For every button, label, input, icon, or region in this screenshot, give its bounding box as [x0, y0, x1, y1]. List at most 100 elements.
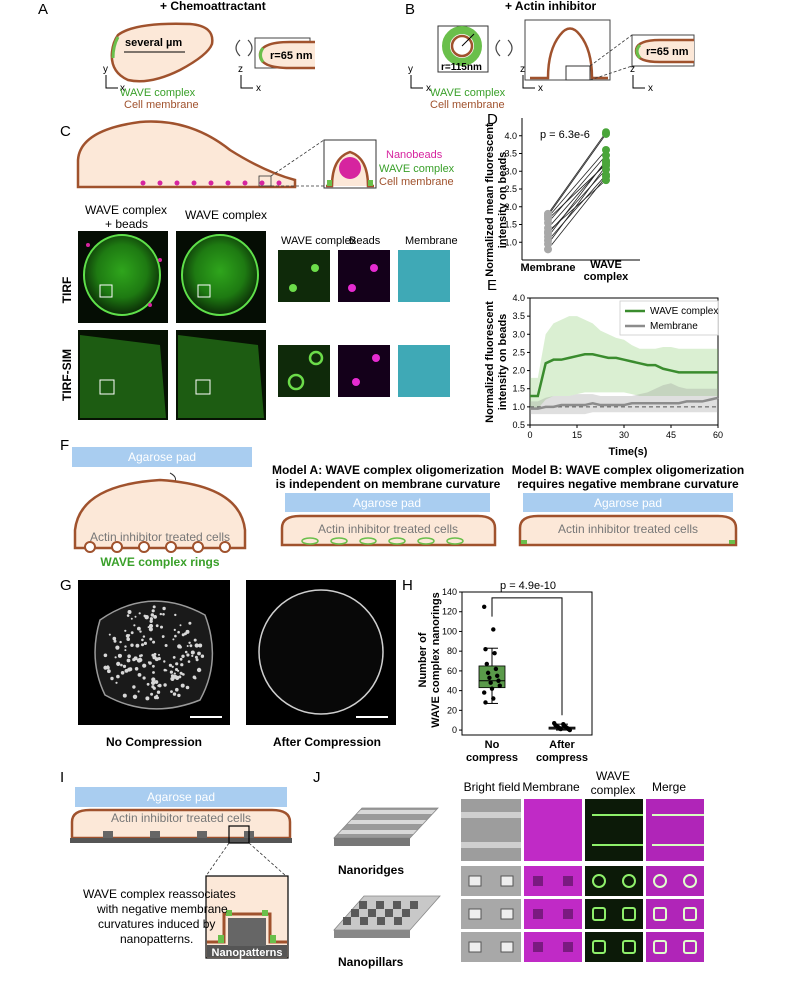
e-xtick-label: 60	[713, 430, 723, 440]
i-zoom-pillar	[228, 918, 266, 946]
nanoring-dot	[124, 649, 127, 652]
f-cell-flat-b	[518, 514, 738, 547]
nanoring-dot	[172, 692, 177, 696]
nanoring-dot	[142, 663, 147, 668]
f-agarose-pad-1	[72, 447, 252, 467]
nanoring-dot	[175, 687, 179, 692]
nanoring-dot	[194, 643, 199, 648]
nanopillar	[394, 917, 402, 925]
nanoring-dot	[158, 653, 160, 656]
nanoring-dot	[127, 610, 132, 614]
nanoring-dot	[175, 662, 179, 666]
b-axis-arrows-2	[522, 75, 535, 89]
flat-ring	[388, 537, 406, 545]
nanoring-dot	[192, 651, 195, 654]
nanoring-dot	[153, 615, 158, 619]
nanopillar	[343, 917, 351, 925]
nanoring-dot	[103, 665, 108, 670]
spot	[289, 284, 297, 292]
nanoring-dot	[116, 674, 120, 679]
nanopillar	[402, 909, 410, 917]
nanoring-dot	[172, 656, 176, 659]
nanoring-dot	[173, 672, 176, 675]
nanoring-dot	[138, 612, 141, 615]
nanoring-dot	[194, 655, 198, 659]
nanoring-dot	[179, 624, 182, 627]
nanoring-dot	[132, 658, 136, 662]
nanoring-dot	[155, 680, 159, 684]
g-compressed-cell	[258, 589, 384, 715]
h-point	[482, 604, 487, 609]
nanoring-dot	[137, 673, 142, 677]
nanoring-dot	[200, 654, 205, 658]
f-agarose-label-2: Agarose pad	[353, 496, 421, 510]
i-zoom-wave-tl	[226, 910, 232, 916]
e-ytick-label: 3.0	[512, 329, 525, 339]
radius-arrow	[461, 33, 475, 47]
d-xcat-membrane: Membrane	[520, 262, 575, 274]
g-label-after-compression: After Compression	[273, 735, 381, 749]
f-agarose-label-1: Agarose pad	[128, 450, 196, 464]
panel-d-letter: D	[487, 111, 498, 128]
c-legend-membrane: Cell membrane	[379, 176, 454, 188]
nanoring-dot	[152, 640, 156, 644]
b-axis-x-2: x	[538, 83, 543, 94]
panel-a: A + Chemoattractant several µm r=65 nm y…	[38, 0, 315, 111]
f-agarose-label-3: Agarose pad	[594, 496, 662, 510]
tip-radius: r=65 nm	[270, 50, 313, 62]
nanopillar	[359, 901, 367, 909]
f-agarose-pad-3	[523, 493, 733, 512]
i-zoom-marker	[228, 825, 250, 844]
bead	[174, 180, 180, 186]
nanoring-dot	[186, 653, 190, 657]
nanoring-dot	[173, 628, 176, 632]
d-pair-line	[547, 163, 607, 220]
c-roi	[99, 379, 115, 395]
nanoring-dot	[135, 643, 140, 648]
j-membrane-pillar	[533, 942, 543, 952]
panel-b: B + Actin inhibitor r=115nm y x WAVE com…	[405, 0, 695, 111]
j-pillars-label: Nanopillars	[338, 955, 404, 969]
spot	[370, 264, 378, 272]
panel-j: J Nanoridges Nanopillars Bright field Me…	[313, 769, 704, 969]
h-point	[489, 686, 495, 691]
ring-spot	[287, 373, 305, 391]
j-pillar-image	[585, 899, 643, 929]
nanoring-dot	[112, 636, 117, 641]
d-ytick-label: 3.0	[504, 166, 517, 176]
b-zoom-line-2	[589, 65, 633, 81]
axis-y-label: y	[103, 64, 108, 75]
h-point	[567, 727, 572, 733]
d-ytick-label: 2.0	[504, 202, 517, 212]
nanoring-dot	[198, 644, 201, 647]
j-wave-pillar	[622, 940, 636, 954]
c-zoom-beads	[338, 250, 390, 302]
nanoring-dot	[142, 635, 146, 638]
e-xtick-label: 0	[527, 430, 532, 440]
nanoring-dot	[188, 621, 192, 625]
c-wave-left	[327, 180, 332, 186]
nanoring-dot	[152, 664, 155, 668]
panel-a-letter: A	[38, 1, 48, 18]
d-point-membrane	[544, 209, 552, 218]
j-wave-pillar	[653, 907, 667, 921]
h-point	[497, 683, 502, 688]
j-r1-bright	[461, 799, 521, 861]
bead-dot	[86, 243, 90, 247]
axis-arrows-2	[240, 75, 253, 89]
j-ridge-line	[461, 842, 521, 848]
j-bright-pillar	[500, 908, 514, 920]
nanoring-dot	[162, 613, 165, 616]
d-point-wave	[602, 176, 610, 185]
j-membrane-pillar	[563, 942, 573, 952]
h-x1-2: compress	[466, 752, 518, 764]
ring	[111, 541, 123, 553]
j-pillars	[343, 901, 418, 925]
h-x2-1: After	[549, 739, 575, 751]
nanoring-dot	[130, 643, 134, 647]
j-bright-pillar	[500, 941, 514, 953]
spot	[311, 264, 319, 272]
nanoring-dot	[154, 657, 159, 662]
nanoring-dot	[119, 640, 122, 644]
panel-a-title: + Chemoattractant	[160, 0, 266, 13]
